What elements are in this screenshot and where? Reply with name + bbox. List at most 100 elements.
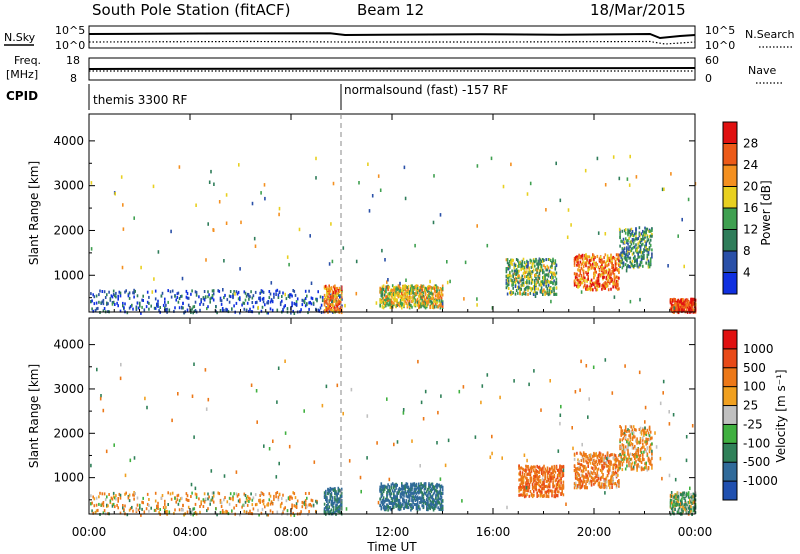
scatter-cell — [614, 265, 617, 269]
scatter-cell — [160, 294, 163, 298]
scatter-cell — [203, 500, 206, 504]
scatter-cell — [538, 283, 541, 287]
scatter-cell — [329, 295, 332, 299]
scatter-cell — [522, 488, 525, 492]
scatter-cell — [647, 263, 650, 267]
scatter-cell — [629, 256, 632, 260]
scatter-cell — [405, 499, 408, 503]
isolated-echo — [210, 169, 212, 174]
scatter-cell — [404, 504, 406, 508]
scatter-cell — [393, 486, 395, 490]
scatter-cell — [605, 277, 608, 281]
scatter-cell — [547, 495, 550, 499]
scatter-cell — [438, 508, 441, 511]
scatter-cell — [393, 301, 395, 305]
scatter-cell — [99, 289, 101, 293]
scatter-cell — [607, 483, 610, 487]
scatter-cell — [293, 504, 296, 508]
scatter-cell — [394, 288, 396, 292]
scatter-cell — [637, 265, 639, 269]
scatter-cell — [441, 284, 444, 288]
scatter-cell — [432, 286, 435, 290]
scatter-cell — [521, 283, 524, 287]
scatter-cell — [637, 245, 639, 249]
isolated-echo — [213, 182, 215, 186]
scatter-cell — [544, 490, 546, 494]
scatter-cell — [535, 488, 537, 492]
scatter-cell — [649, 238, 652, 242]
scatter-cell — [680, 299, 682, 303]
scatter-cell — [286, 307, 289, 311]
scatter-cell — [124, 290, 126, 294]
scatter-cell — [637, 463, 639, 467]
scatter-cell — [170, 497, 173, 501]
scatter-cell — [631, 453, 634, 456]
scatter-cell — [406, 503, 409, 506]
scatter-cell — [588, 259, 591, 263]
scatter-cell — [261, 297, 264, 301]
isolated-echo — [234, 292, 236, 296]
scatter-cell — [166, 509, 168, 513]
isolated-echo — [153, 277, 155, 281]
scatter-cell — [420, 287, 422, 291]
isolated-echo — [157, 250, 160, 254]
scatter-cell — [620, 457, 622, 461]
scatter-cell — [395, 298, 397, 302]
scatter-cell — [239, 296, 241, 300]
scatter-cell — [536, 482, 538, 485]
scatter-cell — [258, 498, 260, 502]
scatter-cell — [141, 500, 143, 504]
scatter-cell — [413, 296, 416, 300]
scatter-cell — [264, 303, 266, 307]
scatter-cell — [580, 254, 583, 258]
scatter-cell — [543, 270, 545, 274]
scatter-cell — [676, 492, 679, 496]
scatter-cell — [260, 511, 263, 515]
scatter-cell — [545, 258, 547, 262]
scatter-cell — [330, 501, 333, 505]
scatter-cell — [578, 253, 580, 257]
scatter-cell — [632, 251, 635, 255]
scatter-cell — [527, 485, 529, 489]
scatter-cell — [394, 484, 396, 488]
scatter-cell — [627, 239, 629, 242]
scatter-cell — [339, 301, 342, 304]
scatter-cell — [330, 295, 333, 299]
scatter-cell — [636, 468, 638, 472]
scatter-cell — [602, 260, 604, 264]
isolated-echo — [315, 176, 317, 180]
scatter-cell — [430, 291, 433, 295]
scatter-cell — [150, 506, 152, 510]
scatter-cell — [414, 499, 417, 502]
scatter-cell — [574, 474, 577, 478]
scatter-cell — [646, 257, 649, 261]
scatter-cell — [623, 429, 626, 433]
scatter-cell — [418, 294, 420, 298]
scatter-cell — [587, 271, 589, 275]
scatter-cell — [649, 430, 652, 434]
scatter-cell — [408, 503, 411, 507]
scatter-cell — [521, 471, 524, 475]
scatter-cell — [331, 292, 334, 296]
scatter-cell — [191, 307, 193, 311]
scatter-cell — [282, 307, 284, 311]
scatter-cell — [639, 233, 642, 237]
scatter-cell — [642, 255, 644, 259]
scatter-cell — [167, 491, 169, 495]
scatter-cell — [430, 487, 433, 491]
scatter-cell — [624, 263, 627, 267]
scatter-cell — [574, 276, 577, 280]
scatter-cell — [422, 484, 425, 488]
scatter-cell — [431, 499, 434, 503]
scatter-cell — [340, 295, 343, 299]
scatter-cell — [416, 284, 419, 288]
scatter-cell — [596, 473, 599, 477]
scatter-cell — [596, 254, 599, 258]
isolated-echo — [476, 303, 478, 307]
scatter-cell — [577, 281, 579, 285]
scatter-cell — [677, 508, 680, 512]
scatter-cell — [507, 282, 510, 286]
scatter-cell — [413, 484, 416, 488]
isolated-echo — [505, 269, 508, 274]
scatter-cell — [210, 498, 213, 502]
